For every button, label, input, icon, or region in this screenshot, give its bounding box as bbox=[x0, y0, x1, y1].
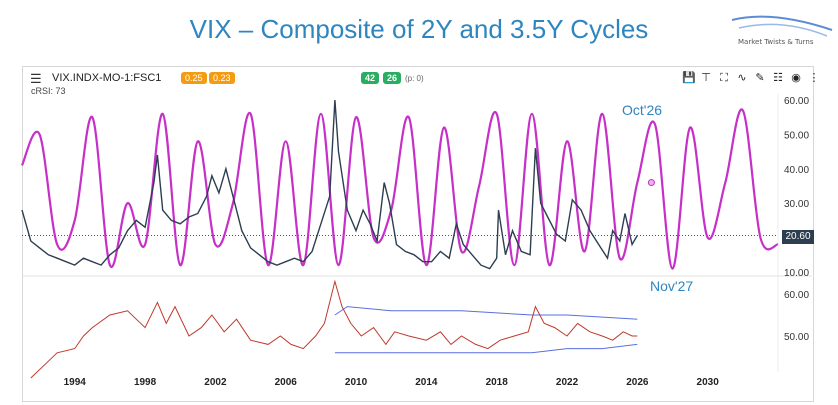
y-tick-label: 10.00 bbox=[784, 268, 809, 279]
y-tick-label: 60.00 bbox=[784, 96, 809, 107]
logo-text: Market Twists & Turns bbox=[738, 38, 814, 46]
annotation-oct26: Oct'26 bbox=[622, 102, 663, 118]
hamburger-icon[interactable]: ☰ bbox=[30, 71, 42, 86]
x-tick-label: 2002 bbox=[204, 377, 227, 388]
crsi-lower-band bbox=[334, 343, 638, 354]
x-tick-label: 2014 bbox=[415, 377, 438, 388]
logo bbox=[731, 15, 833, 37]
pen-icon[interactable]: ✎ bbox=[755, 72, 765, 84]
logo-swoosh bbox=[731, 15, 833, 31]
eye-icon[interactable]: ◉ bbox=[791, 72, 801, 84]
annotation-nov27: Nov'27 bbox=[650, 278, 694, 294]
crsi-line bbox=[30, 279, 638, 379]
x-tick-label: 2030 bbox=[697, 377, 720, 388]
y-tick-label: 50.00 bbox=[784, 130, 809, 141]
indicator-label: cRSI: 73 bbox=[31, 86, 66, 96]
x-tick-label: 2006 bbox=[275, 377, 298, 388]
pin-icon[interactable]: ⊤ bbox=[701, 72, 711, 84]
x-tick-label: 2022 bbox=[556, 377, 579, 388]
wave-icon[interactable]: ∿ bbox=[737, 72, 747, 84]
x-tick-label: 1994 bbox=[64, 377, 87, 388]
x-tick-label: 2018 bbox=[486, 377, 509, 388]
cycle-badge-1[interactable]: 42 bbox=[361, 72, 380, 84]
save-icon[interactable]: 💾 bbox=[682, 72, 696, 84]
last-price-tag: 20.60 bbox=[782, 230, 814, 244]
vix-line bbox=[21, 99, 638, 270]
fullscreen-icon[interactable]: ⛶ bbox=[720, 72, 728, 84]
slide-title: VIX – Composite of 2Y and 3.5Y Cycles bbox=[189, 14, 649, 44]
layers-icon[interactable]: ☷ bbox=[773, 72, 783, 84]
x-tick-label: 1998 bbox=[134, 377, 157, 388]
y-tick-label: 30.00 bbox=[784, 199, 809, 210]
projection-marker bbox=[647, 179, 655, 187]
toolbar: 💾 ⊤ ⛶ ∿ ✎ ☷ ◉ ⋮ bbox=[682, 71, 820, 85]
crsi-y-tick-label: 50.00 bbox=[784, 332, 809, 343]
param-badge-2[interactable]: 0.23 bbox=[209, 72, 235, 84]
param-badge-1[interactable]: 0.25 bbox=[181, 72, 207, 84]
cycle-badge-2[interactable]: 26 bbox=[383, 72, 402, 84]
y-tick-label: 40.00 bbox=[784, 165, 809, 176]
logo-swoosh-2 bbox=[738, 23, 828, 37]
symbol-label[interactable]: VIX.INDX-MO-1:FSC1 bbox=[52, 72, 162, 84]
more-menu-icon[interactable]: ⋮ bbox=[808, 72, 820, 84]
chart-frame bbox=[22, 66, 814, 402]
crsi-y-tick-label: 60.00 bbox=[784, 290, 809, 301]
cycle-line bbox=[20, 108, 779, 270]
crsi-upper-band bbox=[334, 306, 638, 320]
x-tick-label: 2010 bbox=[345, 377, 368, 388]
p-note: (p: 0) bbox=[405, 74, 424, 83]
x-tick-label: 2026 bbox=[626, 377, 649, 388]
